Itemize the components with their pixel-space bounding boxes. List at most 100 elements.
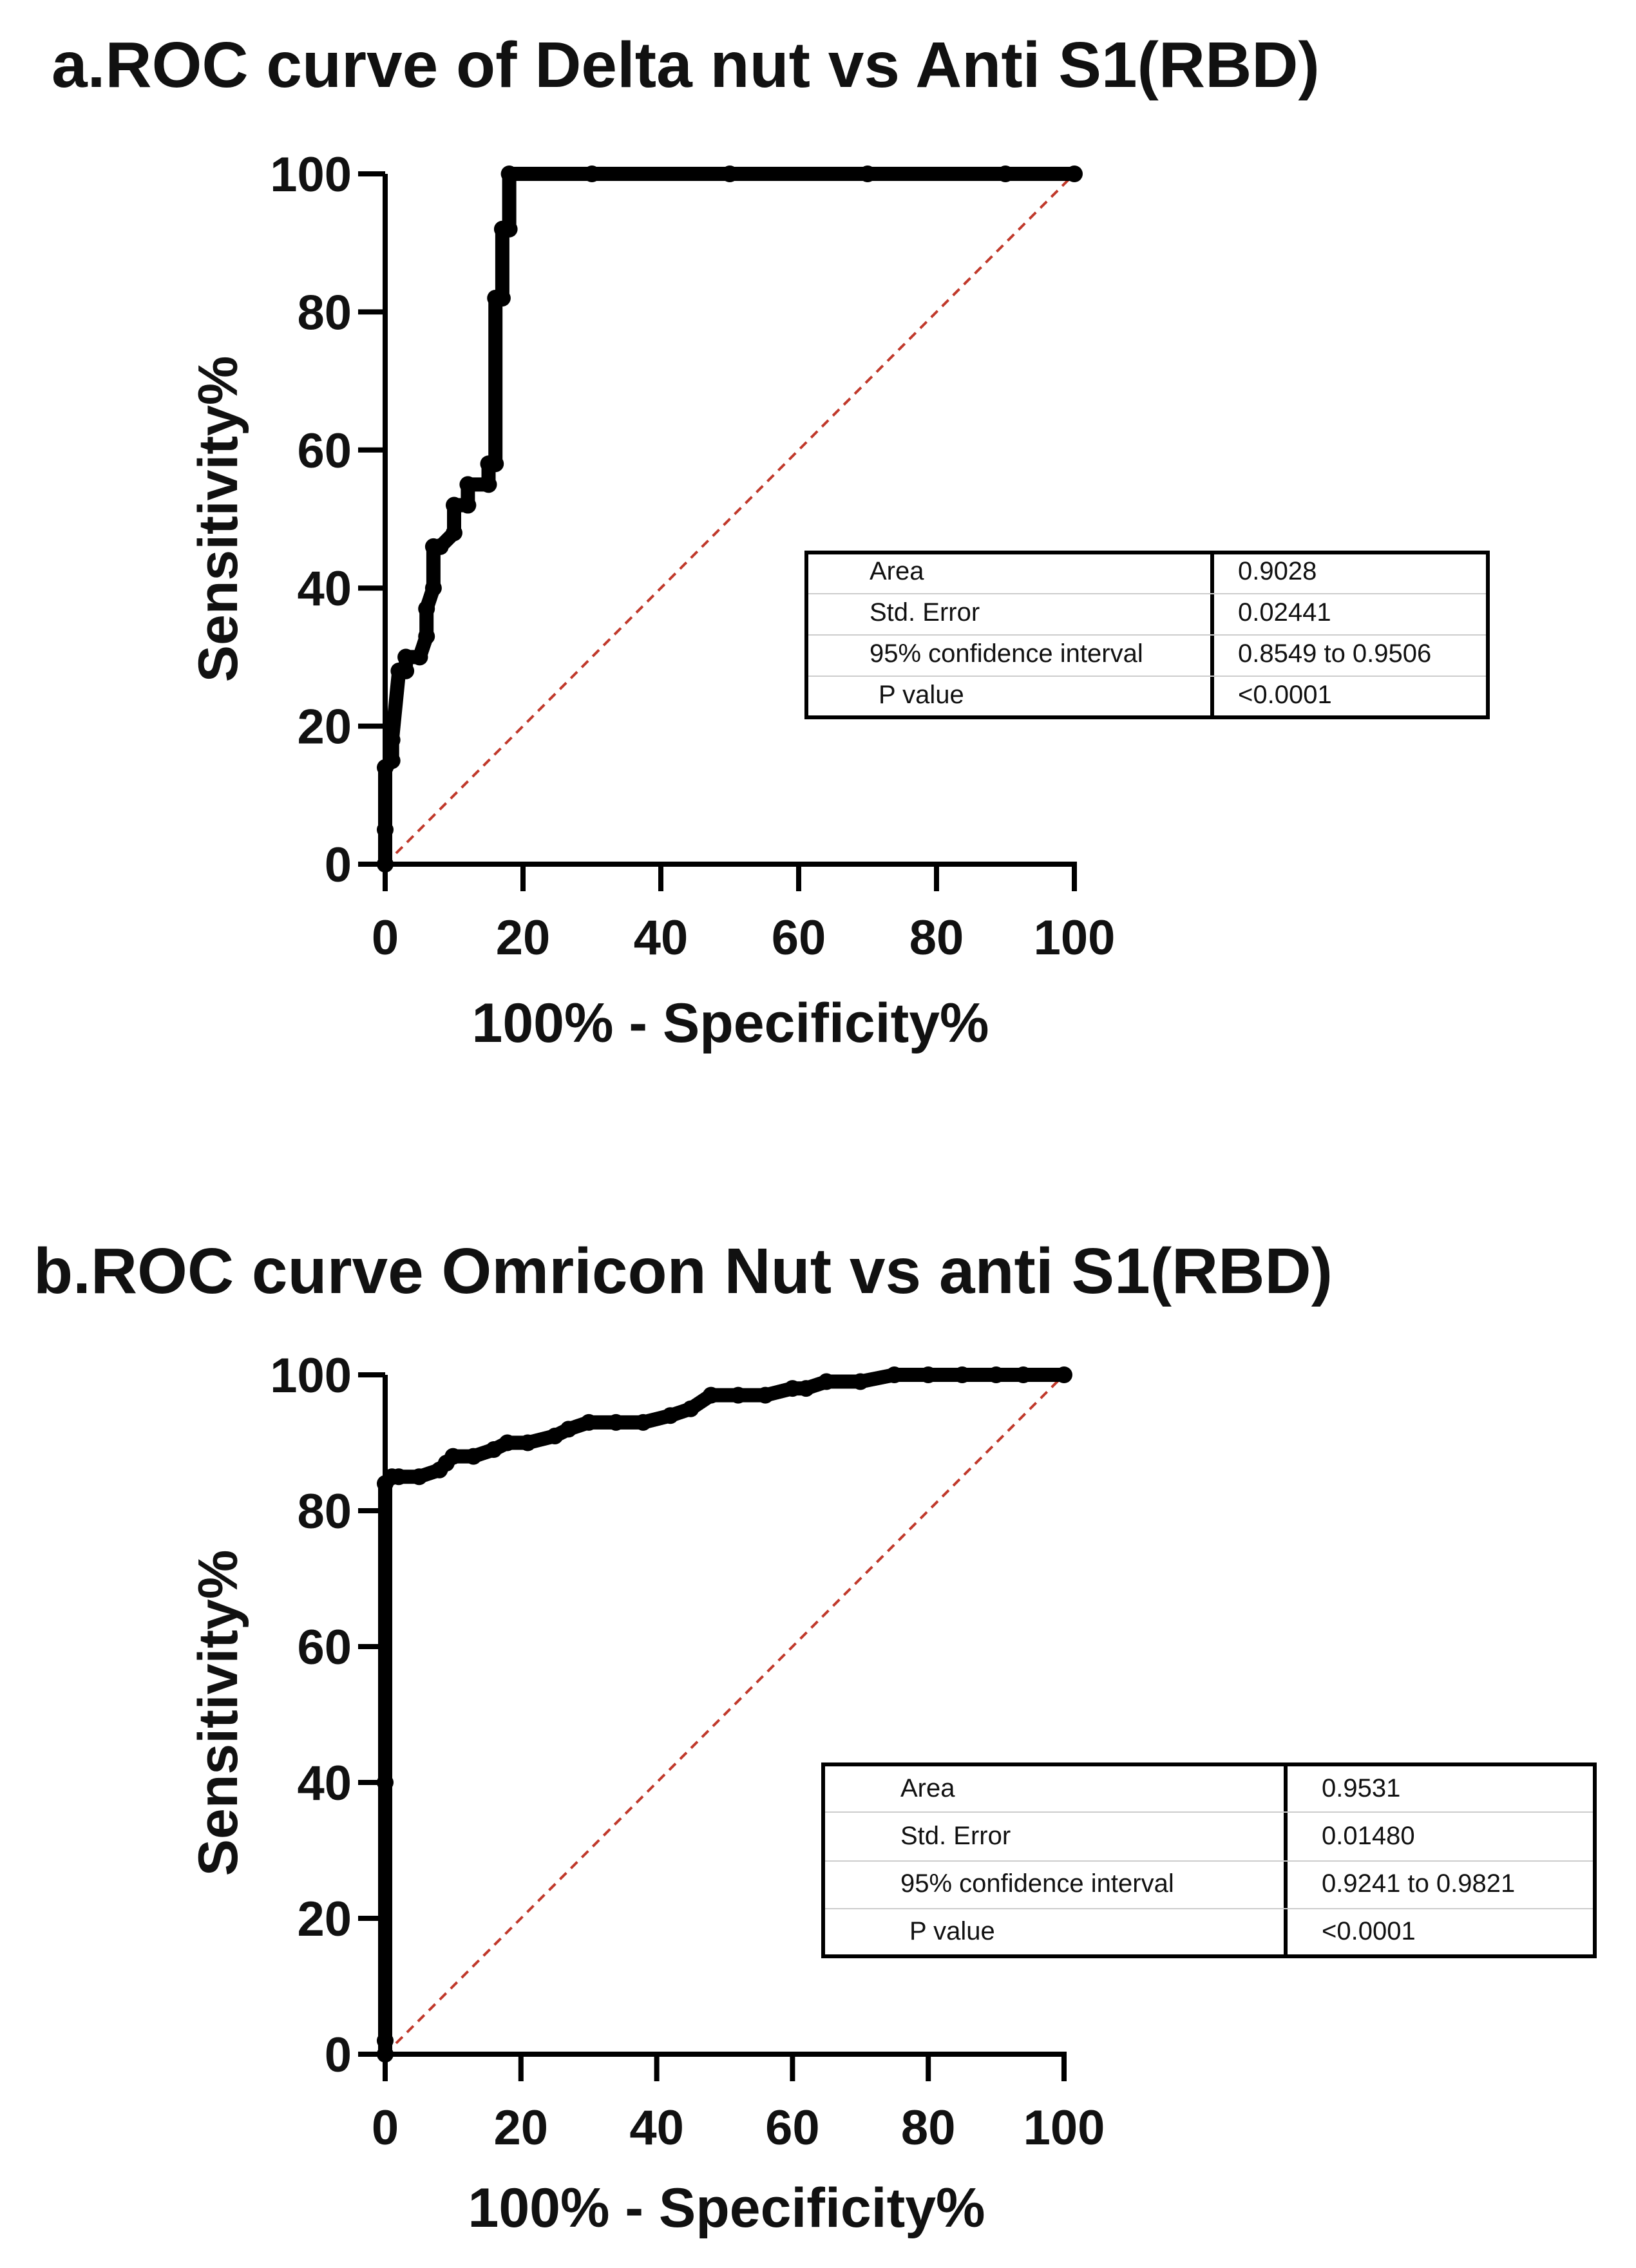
chart-b-x-tick-label: 0	[372, 2101, 399, 2155]
chart-a-stat-label: Std. Error	[870, 598, 980, 627]
chart-b-stat-value: 0.01480	[1322, 1822, 1415, 1850]
chart-a-x-tick-label: 100	[1034, 911, 1116, 965]
chart-b-y-tick-label: 40	[297, 1756, 352, 1811]
chart-a-y-tick-label: 60	[297, 424, 352, 478]
chart-b-x-tick-label: 40	[629, 2101, 684, 2155]
chart-b-x-tick-label: 20	[494, 2101, 549, 2155]
chart-b-y-tick-label: 60	[297, 1620, 352, 1675]
chart-b-y-tick-label: 80	[297, 1484, 352, 1539]
chart-a-stat-label: Area	[870, 557, 924, 585]
chart-a-roc-point	[418, 628, 435, 645]
chart-a-y-tick-label: 100	[270, 147, 352, 202]
chart-a-title: a.ROC curve of Delta nut vs Anti S1(RBD)	[52, 29, 1320, 101]
chart-a-roc-point	[446, 496, 462, 514]
chart-a-roc-point	[432, 538, 449, 555]
chart-a-y-axis-label: Sensitivity%	[187, 356, 249, 683]
chart-a-stat-label: 95% confidence interval	[870, 639, 1143, 668]
chart-b-roc-point	[730, 1386, 747, 1404]
chart-b-stat-label: P value	[909, 1917, 995, 1945]
chart-b-roc-point	[410, 1468, 428, 1486]
chart-b-y-axis-label: Sensitivity%	[187, 1550, 249, 1876]
chart-b-roc-point	[920, 1366, 937, 1383]
chart-b-roc-point	[499, 1434, 516, 1451]
chart-a-roc-point	[1066, 165, 1083, 182]
chart-a-stat-value: 0.02441	[1238, 598, 1331, 627]
chart-b-stats-table: Area 0.9531 Std. Error 0.01480 95% confi…	[821, 1762, 1597, 1958]
chart-a-x-tick-label: 0	[372, 911, 399, 965]
chart-b-roc-point	[444, 1448, 462, 1465]
chart-b-roc-point	[519, 1434, 537, 1451]
chart-b-roc-point	[1014, 1366, 1032, 1383]
chart-a-roc-point	[418, 600, 435, 618]
chart-a-roc-point	[446, 524, 462, 542]
chart-a-stat-value: 0.8549 to 0.9506	[1238, 639, 1431, 668]
chart-b-roc-point	[784, 1380, 801, 1397]
chart-b-roc-point	[702, 1386, 719, 1404]
chart-a-roc-point	[859, 165, 876, 182]
chart-a-roc-point	[424, 580, 442, 597]
chart-a-roc-point	[459, 476, 477, 493]
chart-b-stat-label: Std. Error	[900, 1822, 1011, 1850]
chart-b-roc-point	[661, 1407, 679, 1424]
chart-a-stat-value: 0.9028	[1238, 557, 1317, 585]
chart-b-roc-point	[886, 1366, 903, 1383]
chart-b-roc-point	[818, 1373, 835, 1390]
chart-b: b.ROC curve Omricon Nut vs anti S1(RBD) …	[33, 1235, 1597, 2239]
chart-a-y-tick-label: 80	[297, 285, 352, 340]
chart-a-x-tick-label: 20	[496, 911, 551, 965]
chart-b-y-tick-label: 20	[297, 1892, 352, 1947]
chart-a-roc-point	[997, 165, 1014, 182]
chart-b-stat-label: 95% confidence interval	[900, 1869, 1174, 1898]
chart-b-roc-point	[560, 1421, 577, 1438]
chart-b-roc-point	[580, 1413, 598, 1431]
chart-b-roc-point	[390, 1468, 408, 1486]
chart-b-x-tick-label: 100	[1023, 2101, 1105, 2155]
chart-b-y-tick-label: 100	[270, 1348, 352, 1403]
chart-a: a.ROC curve of Delta nut vs Anti S1(RBD)…	[52, 29, 1490, 1054]
chart-b-roc-point	[987, 1366, 1005, 1383]
chart-b-roc-point	[953, 1366, 971, 1383]
chart-a-reference-line	[384, 173, 1076, 865]
chart-b-y-tick-label: 0	[325, 2028, 352, 2083]
chart-a-roc-point	[500, 220, 518, 238]
chart-b-x-axis-label: 100% - Specificity%	[468, 2177, 985, 2239]
chart-a-y-tick-label: 40	[297, 562, 352, 616]
chart-a-roc-point	[493, 289, 511, 307]
chart-b-x-tick-label: 60	[765, 2101, 820, 2155]
chart-b-roc-point	[851, 1373, 869, 1390]
chart-b-roc-point	[465, 1448, 482, 1465]
chart-a-roc-point	[459, 496, 477, 514]
chart-b-stat-label: Area	[900, 1774, 955, 1802]
chart-b-roc-point	[1056, 1366, 1072, 1383]
chart-a-x-tick-label: 80	[909, 911, 964, 965]
chart-b-roc-point	[485, 1441, 502, 1459]
chart-a-stat-value: <0.0001	[1238, 681, 1332, 709]
chart-a-stat-label: P value	[879, 681, 964, 709]
chart-b-stat-value: <0.0001	[1322, 1917, 1416, 1945]
chart-a-roc-point	[383, 732, 401, 749]
chart-b-title: b.ROC curve Omricon Nut vs anti S1(RBD)	[33, 1235, 1333, 1307]
chart-b-roc-point	[757, 1386, 774, 1404]
chart-b-roc-point	[682, 1400, 699, 1417]
chart-a-roc-point	[500, 165, 518, 182]
chart-b-roc-point	[634, 1413, 652, 1431]
chart-a-roc-point	[721, 165, 738, 182]
chart-b-roc-point	[797, 1380, 815, 1397]
chart-b-roc-point	[607, 1413, 625, 1431]
chart-a-roc-point	[397, 648, 415, 666]
chart-a-x-tick-label: 60	[772, 911, 826, 965]
chart-a-y-tick-label: 0	[325, 838, 352, 893]
chart-a-x-tick-label: 40	[634, 911, 689, 965]
chart-b-reference-line	[384, 1374, 1065, 2055]
chart-a-roc-point	[411, 648, 428, 666]
chart-a-stats-table: Area 0.9028 Std. Error 0.02441 95% confi…	[804, 551, 1490, 719]
chart-a-roc-point	[480, 476, 497, 493]
chart-a-x-axis-label: 100% - Specificity%	[471, 992, 989, 1054]
chart-a-roc-point	[383, 752, 401, 770]
chart-b-stat-value: 0.9241 to 0.9821	[1322, 1869, 1515, 1898]
chart-a-roc-point	[397, 662, 415, 679]
chart-b-stat-value: 0.9531	[1322, 1774, 1400, 1802]
chart-a-roc-point	[584, 165, 600, 182]
chart-b-roc-curve	[378, 1368, 1071, 2061]
